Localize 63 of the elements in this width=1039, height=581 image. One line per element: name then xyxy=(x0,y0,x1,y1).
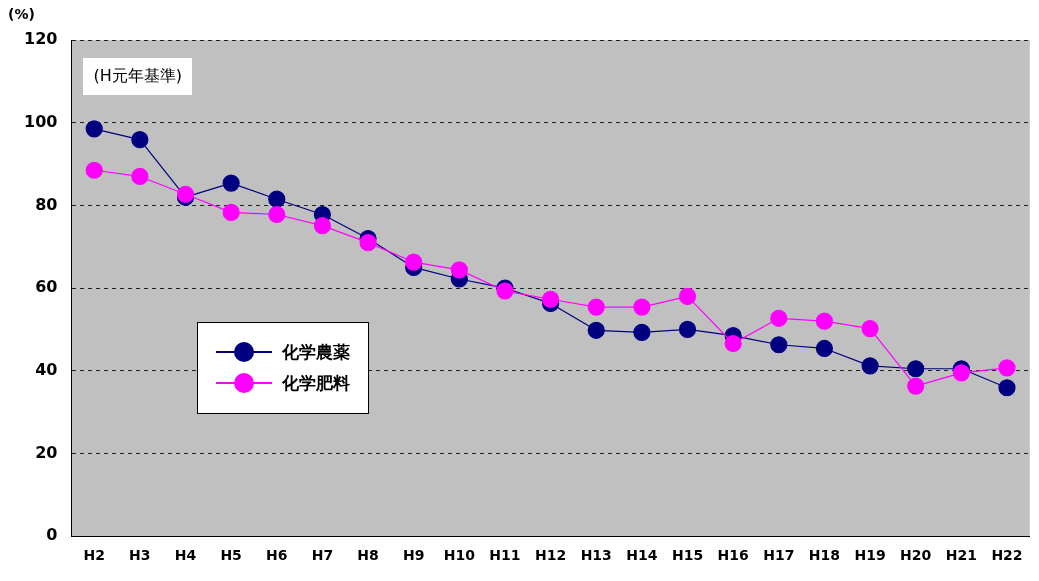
x-tick-label: H14 xyxy=(626,547,658,564)
x-tick-label: H3 xyxy=(129,547,151,564)
x-tick-label: H5 xyxy=(220,547,242,564)
x-tick-label: H18 xyxy=(808,547,841,564)
point xyxy=(633,298,651,316)
y-tick-label: 60 xyxy=(35,277,58,297)
point xyxy=(222,203,240,222)
point xyxy=(861,320,879,338)
point xyxy=(313,217,332,235)
y-axis-title: (%) xyxy=(8,6,35,22)
point xyxy=(268,190,286,208)
annotation: (H元年基準) xyxy=(83,58,192,95)
point xyxy=(907,360,925,378)
y-tick-label: 40 xyxy=(35,359,58,379)
y-tick-label: 80 xyxy=(35,194,58,214)
y-tick-label: 0 xyxy=(46,525,58,545)
point xyxy=(359,234,377,252)
y-tick-label: 100 xyxy=(23,111,58,131)
point xyxy=(678,287,697,305)
point xyxy=(542,290,560,308)
point xyxy=(998,379,1016,397)
x-tick-label: H2 xyxy=(83,547,105,564)
x-tick-label: H21 xyxy=(945,547,977,564)
x-tick-label: H11 xyxy=(489,547,521,564)
x-tick-label: H19 xyxy=(854,547,886,564)
point xyxy=(815,312,834,330)
point xyxy=(633,323,651,341)
point xyxy=(450,261,468,279)
point xyxy=(131,131,149,149)
y-tick-label: 120 xyxy=(23,29,58,49)
y-tick-label: 20 xyxy=(35,442,58,462)
x-tick-label: H10 xyxy=(443,547,476,564)
x-tick-label: H17 xyxy=(763,547,795,564)
x-tick-label: H13 xyxy=(580,547,612,564)
x-tick-label: H15 xyxy=(671,547,704,564)
point xyxy=(405,253,423,271)
x-tick-label: H16 xyxy=(717,547,749,564)
point xyxy=(587,321,605,339)
point xyxy=(222,174,240,192)
point xyxy=(861,357,879,375)
point xyxy=(678,320,697,339)
legend-label: 化学農薬 xyxy=(282,340,351,364)
x-tick-label: H12 xyxy=(535,547,567,564)
point xyxy=(815,339,834,358)
point xyxy=(770,336,788,354)
point xyxy=(587,298,605,316)
point xyxy=(268,205,286,224)
x-tick-label: H22 xyxy=(991,547,1023,564)
legend-label: 化学肥料 xyxy=(282,371,351,395)
x-tick-label: H4 xyxy=(174,547,197,564)
point xyxy=(998,359,1016,377)
point xyxy=(770,309,788,327)
point xyxy=(85,161,103,179)
point xyxy=(131,167,149,186)
x-tick-label: H20 xyxy=(900,547,932,564)
x-tick-label: H7 xyxy=(311,547,334,564)
x-tick-label: H8 xyxy=(357,547,379,564)
point xyxy=(952,364,970,382)
point xyxy=(907,377,925,395)
point xyxy=(85,120,103,138)
x-tick-label: H9 xyxy=(402,547,425,564)
point xyxy=(724,334,742,353)
x-tick-label: H6 xyxy=(266,547,288,564)
